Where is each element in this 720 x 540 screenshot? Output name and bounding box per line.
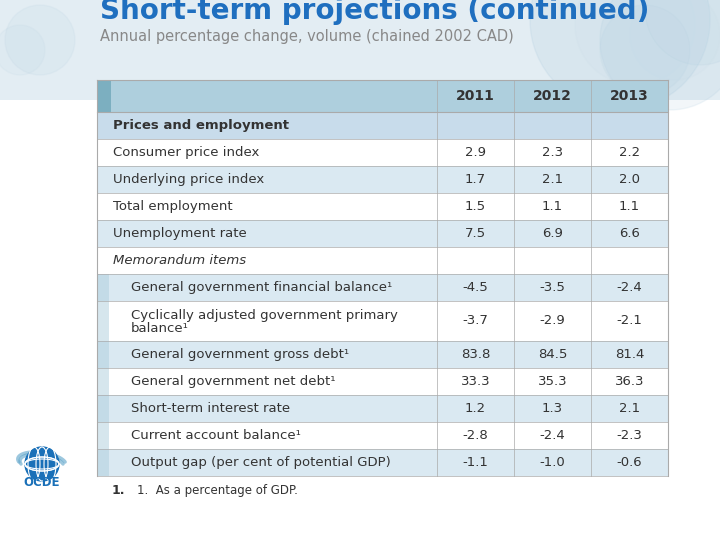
Text: 1.3: 1.3: [542, 402, 563, 415]
Text: General government financial balance¹: General government financial balance¹: [131, 281, 392, 294]
FancyBboxPatch shape: [97, 341, 109, 368]
FancyBboxPatch shape: [97, 193, 668, 220]
Circle shape: [530, 0, 710, 110]
Text: 2.1: 2.1: [619, 402, 640, 415]
FancyBboxPatch shape: [97, 220, 668, 247]
Text: General government net debt¹: General government net debt¹: [131, 375, 336, 388]
Text: 2.2: 2.2: [619, 146, 640, 159]
Text: Consumer price index: Consumer price index: [113, 146, 259, 159]
Text: balance¹: balance¹: [131, 322, 189, 335]
FancyBboxPatch shape: [97, 422, 668, 449]
Text: 33.3: 33.3: [461, 375, 490, 388]
Text: 6.9: 6.9: [542, 227, 563, 240]
Text: General government gross debt¹: General government gross debt¹: [131, 348, 349, 361]
Text: 6.6: 6.6: [619, 227, 640, 240]
Text: -1.1: -1.1: [462, 456, 488, 469]
FancyBboxPatch shape: [97, 395, 668, 422]
Text: -2.4: -2.4: [539, 429, 565, 442]
Circle shape: [645, 0, 720, 65]
Circle shape: [25, 447, 59, 481]
Text: Output gap (per cent of potential GDP): Output gap (per cent of potential GDP): [131, 456, 391, 469]
Text: 1.7: 1.7: [465, 173, 486, 186]
Text: 36.3: 36.3: [615, 375, 644, 388]
Text: 1.5: 1.5: [465, 200, 486, 213]
Text: -3.7: -3.7: [462, 314, 488, 327]
Text: -1.0: -1.0: [539, 456, 565, 469]
Text: 1.  As a percentage of GDP.: 1. As a percentage of GDP.: [137, 484, 298, 497]
Text: Prices and employment: Prices and employment: [113, 119, 289, 132]
Text: Annual percentage change, volume (chained 2002 CAD): Annual percentage change, volume (chaine…: [100, 29, 514, 44]
Text: -4.5: -4.5: [463, 281, 488, 294]
Text: 1.1: 1.1: [619, 200, 640, 213]
FancyBboxPatch shape: [97, 80, 111, 112]
Text: -2.9: -2.9: [539, 314, 565, 327]
Text: Current account balance¹: Current account balance¹: [131, 429, 301, 442]
Text: Unemployment rate: Unemployment rate: [113, 227, 247, 240]
Text: OCDE: OCDE: [24, 476, 60, 489]
Circle shape: [0, 25, 45, 75]
Text: 2.9: 2.9: [465, 146, 486, 159]
Circle shape: [630, 0, 720, 80]
Circle shape: [5, 5, 75, 75]
FancyBboxPatch shape: [97, 166, 668, 193]
Text: -2.3: -2.3: [616, 429, 642, 442]
Circle shape: [600, 0, 720, 110]
Text: 2013: 2013: [610, 89, 649, 103]
FancyBboxPatch shape: [97, 368, 109, 395]
Text: -0.6: -0.6: [617, 456, 642, 469]
FancyBboxPatch shape: [97, 449, 109, 476]
FancyBboxPatch shape: [97, 368, 668, 395]
FancyBboxPatch shape: [97, 422, 109, 449]
Circle shape: [575, 0, 695, 85]
FancyBboxPatch shape: [97, 301, 668, 341]
Text: 2012: 2012: [533, 89, 572, 103]
Text: Cyclically adjusted government primary: Cyclically adjusted government primary: [131, 308, 398, 321]
Text: Total employment: Total employment: [113, 200, 233, 213]
Text: 7.5: 7.5: [465, 227, 486, 240]
Text: -2.8: -2.8: [463, 429, 488, 442]
Text: 1.: 1.: [112, 484, 125, 497]
FancyBboxPatch shape: [97, 301, 109, 341]
Text: Short-term projections (continued): Short-term projections (continued): [100, 0, 649, 25]
Text: 35.3: 35.3: [538, 375, 567, 388]
FancyBboxPatch shape: [97, 80, 668, 112]
Text: 2.0: 2.0: [619, 173, 640, 186]
Text: 84.5: 84.5: [538, 348, 567, 361]
Text: 81.4: 81.4: [615, 348, 644, 361]
Text: 1.1: 1.1: [542, 200, 563, 213]
Text: Underlying price index: Underlying price index: [113, 173, 264, 186]
Text: 2011: 2011: [456, 89, 495, 103]
Text: Memorandum items: Memorandum items: [113, 254, 246, 267]
FancyBboxPatch shape: [97, 112, 668, 139]
Text: 1.2: 1.2: [465, 402, 486, 415]
Text: -3.5: -3.5: [539, 281, 565, 294]
Text: Short-term interest rate: Short-term interest rate: [131, 402, 290, 415]
FancyBboxPatch shape: [0, 0, 720, 100]
FancyBboxPatch shape: [97, 274, 109, 301]
FancyBboxPatch shape: [97, 139, 668, 166]
Text: 83.8: 83.8: [461, 348, 490, 361]
Text: -2.1: -2.1: [616, 314, 642, 327]
FancyBboxPatch shape: [97, 449, 668, 476]
FancyBboxPatch shape: [97, 247, 668, 274]
Text: 2.3: 2.3: [542, 146, 563, 159]
FancyBboxPatch shape: [97, 341, 668, 368]
Circle shape: [600, 5, 690, 95]
Text: 2.1: 2.1: [542, 173, 563, 186]
Text: -2.4: -2.4: [616, 281, 642, 294]
FancyBboxPatch shape: [97, 274, 668, 301]
FancyBboxPatch shape: [97, 395, 109, 422]
